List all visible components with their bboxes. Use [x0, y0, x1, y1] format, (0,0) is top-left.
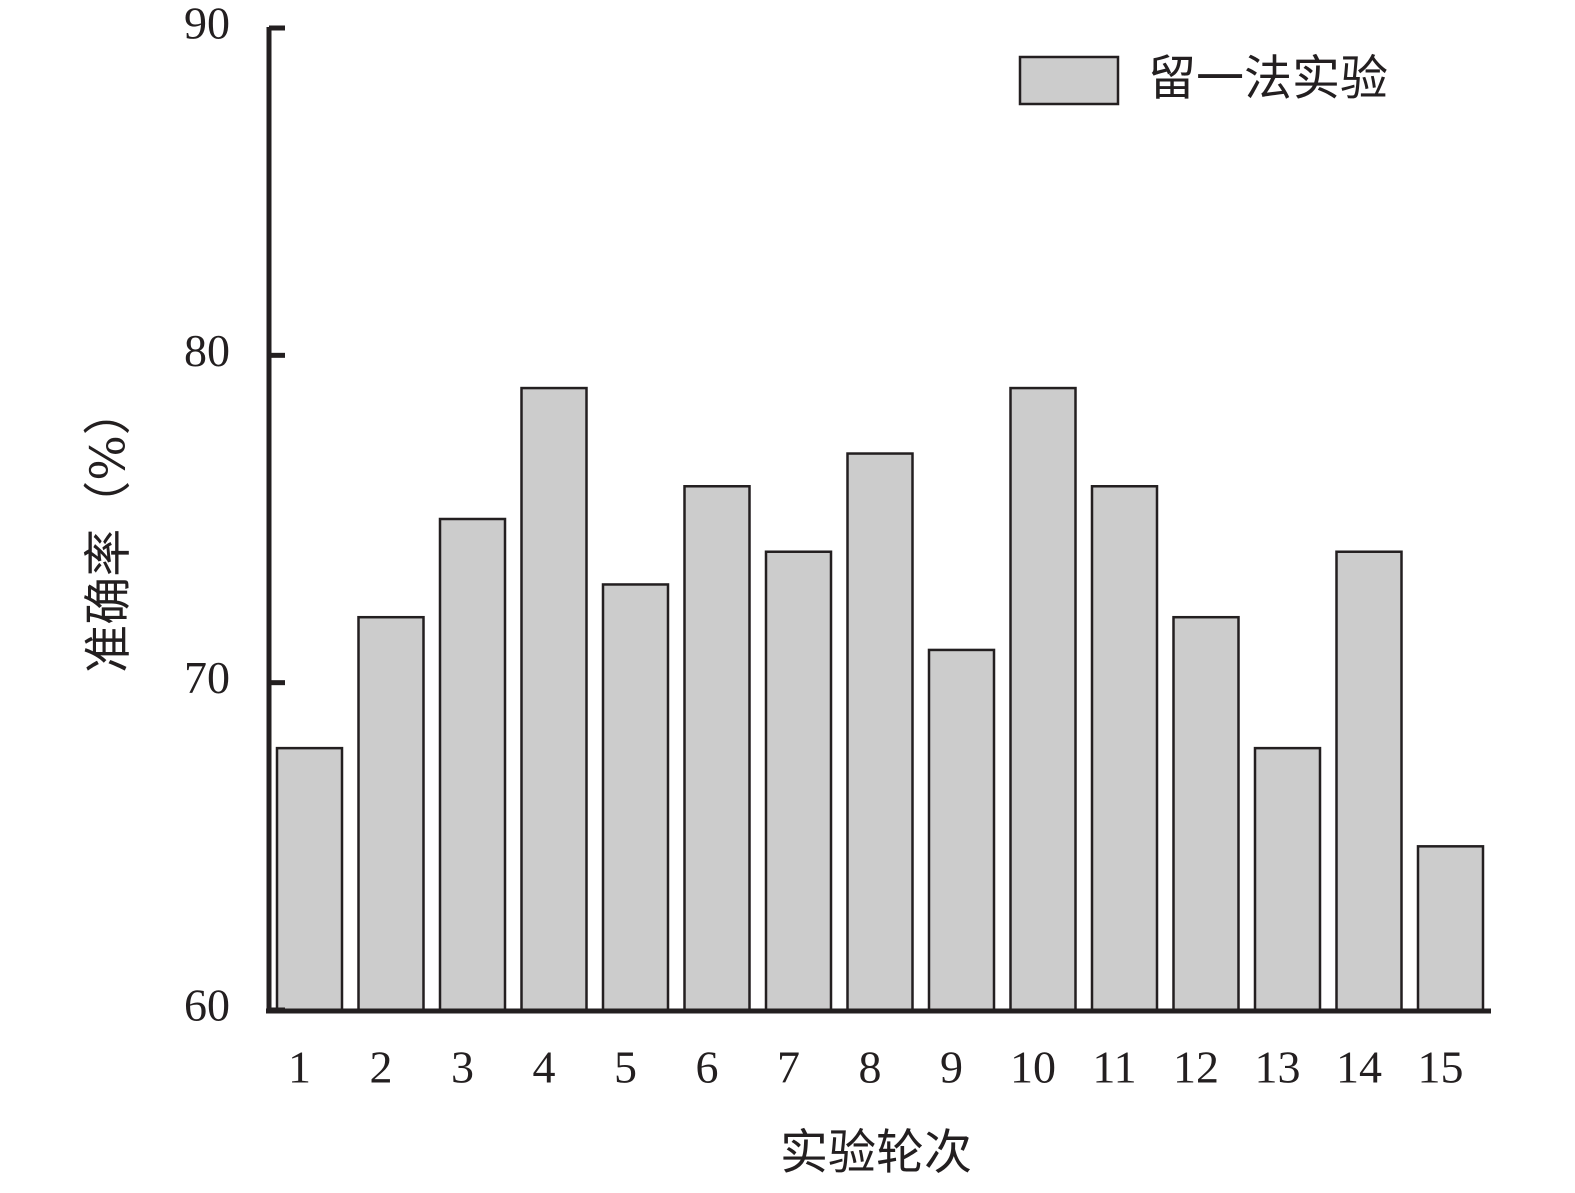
legend: 留一法实验: [1018, 51, 1388, 107]
x-tick-label-2: 2: [370, 1042, 393, 1093]
y-ticks-group: 60 70 80 90: [184, 0, 285, 1031]
y-tick-label-90: 90: [184, 0, 230, 49]
bar-9: [927, 648, 996, 1012]
x-tick-label-9: 9: [940, 1042, 963, 1093]
y-tick-label-60: 60: [184, 980, 230, 1031]
y-tick-label-80: 80: [184, 325, 230, 376]
bar-6: [683, 485, 751, 1012]
x-ticks-group: 1 2 3 4 5 6 7 8 9 10 11 12 13 14 15: [288, 1042, 1464, 1093]
bar-10: [1009, 386, 1077, 1012]
axes-group: [266, 27, 1491, 1014]
bar-4: [520, 386, 588, 1012]
legend-label: 留一法实验: [1148, 51, 1388, 107]
x-tick-label-8: 8: [859, 1042, 882, 1093]
bar-15: [1416, 845, 1485, 1012]
x-tick-label-13: 13: [1255, 1042, 1301, 1093]
x-tick-label-7: 7: [777, 1042, 800, 1093]
bar-8: [846, 452, 914, 1012]
y-tick-label-70: 70: [184, 652, 230, 703]
bar-14: [1335, 550, 1403, 1012]
bar-11: [1090, 485, 1159, 1012]
x-tick-label-4: 4: [533, 1042, 556, 1093]
x-tick-label-5: 5: [614, 1042, 637, 1093]
y-axis-title: 准确率（%）: [81, 387, 137, 673]
x-tick-label-1: 1: [288, 1042, 311, 1093]
x-tick-label-12: 12: [1173, 1042, 1219, 1093]
bar-2: [357, 615, 425, 1012]
x-tick-label-14: 14: [1336, 1042, 1382, 1093]
x-tick-label-11: 11: [1092, 1042, 1136, 1093]
bar-5: [601, 583, 670, 1012]
bars-group: [275, 386, 1485, 1012]
bar-1: [275, 746, 344, 1012]
legend-swatch: [1018, 55, 1120, 106]
bar-3: [438, 517, 507, 1012]
bar-13: [1253, 746, 1322, 1012]
x-tick-label-10: 10: [1010, 1042, 1056, 1093]
bar-12: [1172, 615, 1240, 1012]
x-axis-title: 实验轮次: [780, 1125, 972, 1181]
bar-7: [764, 550, 833, 1012]
x-tick-label-3: 3: [451, 1042, 474, 1093]
x-tick-label-6: 6: [696, 1042, 719, 1093]
x-tick-label-15: 15: [1418, 1042, 1464, 1093]
